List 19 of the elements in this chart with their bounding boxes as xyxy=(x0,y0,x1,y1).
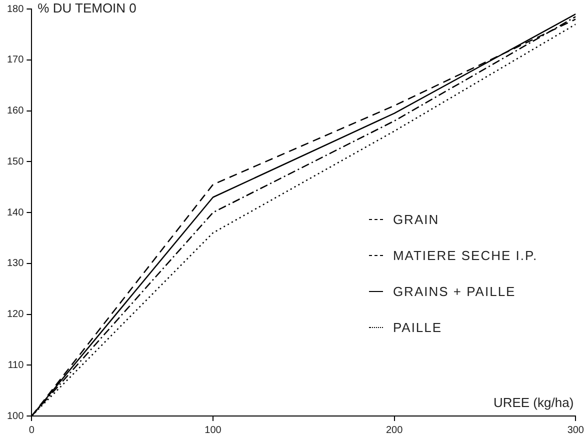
x-tick-label: 300 xyxy=(567,424,584,436)
x-tick-label: 100 xyxy=(204,424,222,436)
y-tick-label: 110 xyxy=(8,360,24,371)
y-tick-label: 170 xyxy=(6,54,24,66)
x-tick-label: 200 xyxy=(386,424,404,436)
legend-label: MATIERE SECHE I.P. xyxy=(392,248,538,263)
y-tick-label: 100 xyxy=(6,410,24,422)
legend-label: PAILLE xyxy=(392,320,442,335)
y-tick-label: 180 xyxy=(6,4,24,15)
x-axis-title: UREE (kg/ha) xyxy=(493,395,574,410)
y-tick-label: 150 xyxy=(6,156,24,168)
y-tick-label: 140 xyxy=(6,207,24,218)
x-tick-label: 0 xyxy=(28,424,35,436)
y-tick-label: 130 xyxy=(6,258,24,270)
y-tick-label: 120 xyxy=(6,309,24,320)
legend-label: GRAINS + PAILLE xyxy=(392,284,516,299)
legend-label: GRAIN xyxy=(392,212,440,227)
y-axis-title: % DU TEMOIN 0 xyxy=(38,0,136,16)
y-tick-label: 160 xyxy=(6,106,24,116)
